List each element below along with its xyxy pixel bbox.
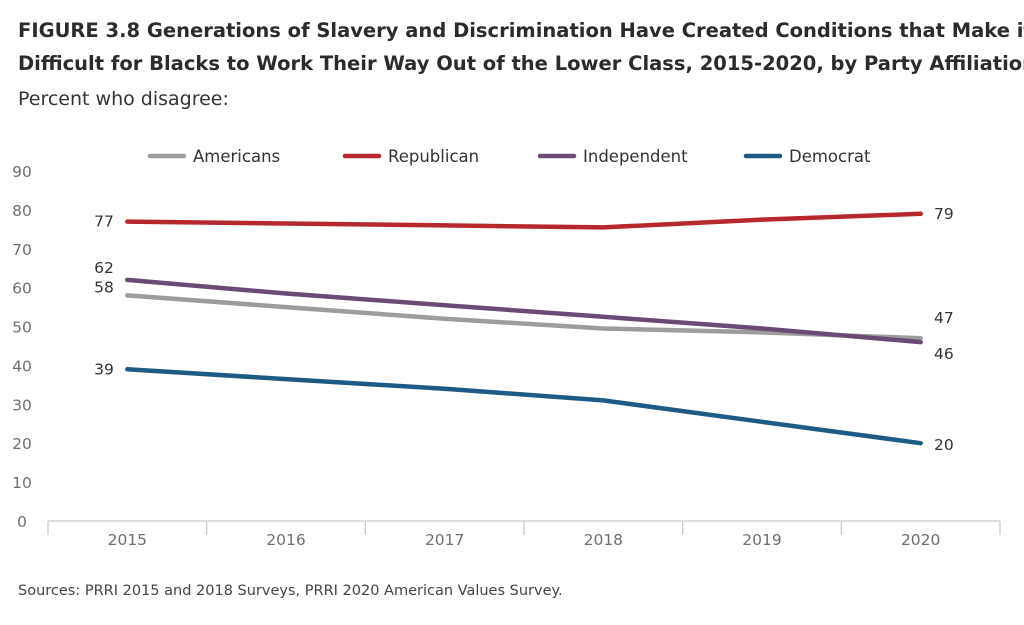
x-tick-label: 2016 xyxy=(266,531,305,549)
data-label-independent-start: 62 xyxy=(94,259,114,277)
series-line-americans xyxy=(125,293,923,341)
x-tick-label: 2020 xyxy=(901,531,940,549)
x-tick-label: 2018 xyxy=(584,531,623,549)
chart-title-line-2: Difficult for Blacks to Work Their Way O… xyxy=(18,52,1024,75)
y-tick-label: 80 xyxy=(12,202,32,220)
chart-title-line-1: FIGURE 3.8 Generations of Slavery and Di… xyxy=(18,19,1024,42)
source-note: Sources: PRRI 2015 and 2018 Surveys, PRR… xyxy=(18,583,563,599)
y-tick-label: 60 xyxy=(12,280,32,298)
y-tick-label: 40 xyxy=(12,357,32,375)
legend-label-americans: Americans xyxy=(193,147,280,166)
chart-title: FIGURE 3.8 Generations of Slavery and Di… xyxy=(18,14,1024,80)
data-label-democrat-start: 39 xyxy=(94,360,114,378)
y-tick-label: 0 xyxy=(17,513,27,531)
y-tick-label: 20 xyxy=(12,435,32,453)
series-line-democrat xyxy=(125,367,923,446)
legend-label-democrat: Democrat xyxy=(789,147,871,166)
chart-subtitle: Percent who disagree: xyxy=(18,88,229,110)
data-label-americans-start: 58 xyxy=(94,278,114,296)
series-line-independent xyxy=(125,277,923,345)
data-label-republican-start: 77 xyxy=(94,213,114,231)
data-label-republican-end: 79 xyxy=(934,205,954,223)
data-label-independent-end: 46 xyxy=(934,345,954,363)
x-tick-label: 2019 xyxy=(742,531,781,549)
y-tick-label: 30 xyxy=(12,396,32,414)
legend-label-independent: Independent xyxy=(583,147,688,166)
y-tick-label: 10 xyxy=(12,474,32,492)
series-line-republican xyxy=(125,211,923,230)
y-tick-label: 50 xyxy=(12,319,32,337)
data-label-democrat-end: 20 xyxy=(934,436,954,454)
x-tick-label: 2015 xyxy=(108,531,147,549)
data-label-americans-end: 47 xyxy=(934,309,954,327)
legend-label-republican: Republican xyxy=(388,147,479,166)
y-tick-label: 70 xyxy=(12,241,32,259)
line-chart: 0 10 20 30 40 50 60 70 80 90 2015 2016 2017 2018 2019 2… xyxy=(12,147,1001,549)
x-tick-label: 2017 xyxy=(425,531,464,549)
y-tick-label: 90 xyxy=(12,163,32,181)
